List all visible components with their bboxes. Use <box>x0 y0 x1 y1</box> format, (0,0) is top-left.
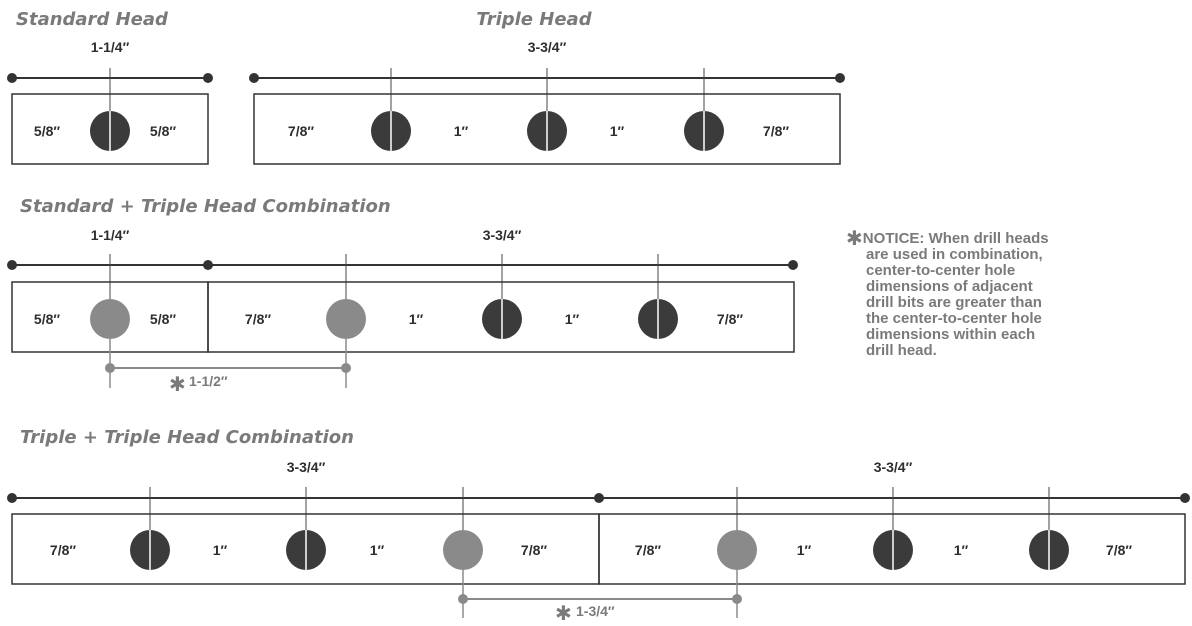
spacing-label: 1″ <box>213 542 228 558</box>
spacing-label: 5/8″ <box>150 311 176 327</box>
spacing-label: 7/8″ <box>635 542 661 558</box>
triple-triple-combination-title: Triple + Triple Head Combination <box>20 427 354 448</box>
dimension-end-dot <box>594 493 604 503</box>
combination-right-triple-head-body <box>598 513 1186 585</box>
notice-block: ✱NOTICE: When drill heads are used in co… <box>846 228 1146 359</box>
standard-triple-combination-group: Standard + Triple Head Combination 1-1/4… <box>7 196 798 396</box>
triple-head-title: Triple Head <box>476 9 592 30</box>
dimension-end-dot <box>7 493 17 503</box>
spacing-label: 1″ <box>954 542 969 558</box>
spacing-label: 1″ <box>565 311 580 327</box>
combination-standard-width-label: 1-1/4″ <box>91 227 130 243</box>
spacing-label: 1″ <box>610 123 625 139</box>
adjacent-end-dot <box>458 594 468 604</box>
triple-head-group: Triple Head 3-3/4″ 7/8″ 1″ 1″ 7/8″ <box>249 9 845 165</box>
combination-left-width-label: 3-3/4″ <box>287 459 326 475</box>
asterisk-icon: ✱ <box>169 372 186 396</box>
drill-hole-adjacent <box>90 299 130 339</box>
spacing-label: 7/8″ <box>288 123 314 139</box>
spacing-label: 7/8″ <box>763 123 789 139</box>
notice-line: drill head. <box>866 342 937 359</box>
combination-right-width-label: 3-3/4″ <box>874 459 913 475</box>
spacing-label: 7/8″ <box>717 311 743 327</box>
spacing-label: 1″ <box>797 542 812 558</box>
triple-head-width-label: 3-3/4″ <box>528 39 567 55</box>
asterisk-icon: ✱ <box>555 601 572 625</box>
triple-triple-combination-group: Triple + Triple Head Combination 3-3/4″ … <box>7 427 1190 625</box>
drill-hole-adjacent <box>326 299 366 339</box>
standard-head-body <box>11 93 209 165</box>
notice-line: center-to-center hole <box>866 262 1016 279</box>
notice-line: dimensions of adjacent <box>866 278 1033 295</box>
spacing-label: 5/8″ <box>34 123 60 139</box>
spacing-label: 7/8″ <box>50 542 76 558</box>
drill-hole-adjacent <box>717 530 757 570</box>
dimension-end-dot <box>203 73 213 83</box>
adjacent-end-dot <box>341 363 351 373</box>
adjacent-end-dot <box>105 363 115 373</box>
dimension-end-dot <box>249 73 259 83</box>
standard-head-title: Standard Head <box>16 9 169 30</box>
notice-line: drill bits are greater than <box>866 294 1042 311</box>
dimension-end-dot <box>835 73 845 83</box>
dimension-end-dot <box>1180 493 1190 503</box>
notice-line: are used in combination, <box>866 246 1043 263</box>
spacing-label: 5/8″ <box>150 123 176 139</box>
dimension-end-dot <box>788 260 798 270</box>
notice-line: ✱NOTICE: When drill heads <box>846 228 1146 248</box>
spacing-label: 7/8″ <box>1106 542 1132 558</box>
standard-head-group: Standard Head 1-1/4″ 5/8″ 5/8″ <box>7 9 213 165</box>
standard-triple-combination-title: Standard + Triple Head Combination <box>20 196 391 217</box>
standard-head-width-label: 1-1/4″ <box>91 39 130 55</box>
dimension-end-dot <box>203 260 213 270</box>
drill-hole-adjacent <box>443 530 483 570</box>
spacing-label: 1″ <box>370 542 385 558</box>
spacing-label: 1″ <box>409 311 424 327</box>
triple-head-body <box>253 93 841 165</box>
adjacent-spacing-label: 1-1/2″ <box>189 373 228 389</box>
spacing-label: 7/8″ <box>245 311 271 327</box>
spacing-label: 7/8″ <box>521 542 547 558</box>
combination-triple-width-label: 3-3/4″ <box>483 227 522 243</box>
notice-text: NOTICE: When drill heads <box>862 230 1049 247</box>
combination-triple-head-body <box>207 281 795 353</box>
spacing-label: 1″ <box>454 123 469 139</box>
spacing-label: 5/8″ <box>34 311 60 327</box>
notice-line: the center-to-center hole <box>866 310 1042 327</box>
adjacent-spacing-label: 1-3/4″ <box>576 603 615 619</box>
dimension-end-dot <box>7 260 17 270</box>
asterisk-icon: ✱ <box>846 226 863 250</box>
notice-line: dimensions within each <box>866 326 1036 343</box>
dimension-end-dot <box>7 73 17 83</box>
adjacent-end-dot <box>732 594 742 604</box>
